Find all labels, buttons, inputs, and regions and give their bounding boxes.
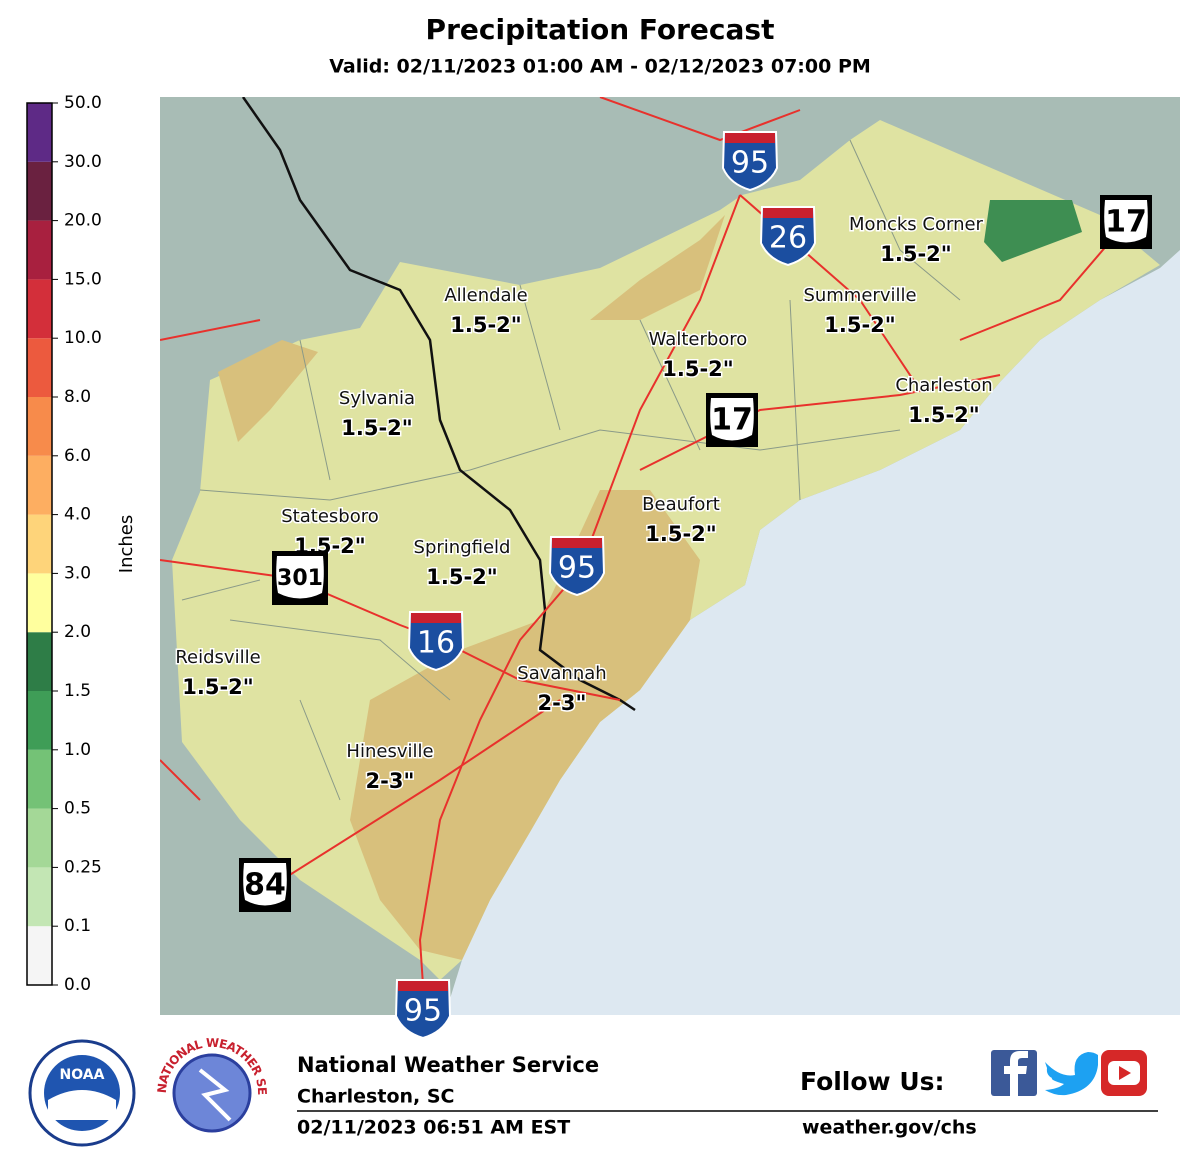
colorbar-segment	[27, 867, 52, 927]
place-amount: 2-3"	[366, 769, 415, 793]
map	[160, 97, 1180, 1015]
follow-us: Follow Us:	[800, 1067, 945, 1096]
colorbar-segment	[27, 749, 52, 809]
colorbar-tick-label: 1.0	[64, 740, 91, 760]
interstate-shield	[721, 131, 779, 192]
map-labels: Allendale 1.5-2" Moncks Corner 1.5-2" Summer…	[174, 213, 994, 795]
interstate-band	[763, 208, 813, 218]
twitter-icon[interactable]	[1045, 1052, 1098, 1096]
colorbar-segment	[27, 926, 52, 985]
interstate-shield	[394, 979, 452, 1040]
shield-number: 16	[417, 626, 455, 661]
colorbar-tick-label: 2.0	[64, 622, 91, 642]
interstate-shield	[759, 206, 817, 267]
noaa-text: NOAA	[60, 1067, 105, 1083]
shield-number: 84	[244, 868, 286, 903]
colorbar-tick-label: 0.1	[64, 916, 91, 936]
issued: 02/11/2023 06:51 AM EST	[297, 1117, 570, 1139]
place-name: Beaufort	[642, 494, 720, 515]
interstate-band	[411, 613, 461, 623]
place-amount: 1.5-2"	[182, 675, 253, 699]
shield-number: 17	[1105, 205, 1147, 240]
nws-bolt	[198, 1068, 232, 1122]
youtube-play	[1119, 1066, 1131, 1080]
colorbar-segment	[27, 397, 52, 456]
place-name: Reidsville	[175, 647, 260, 668]
place-name: Moncks Corner	[849, 214, 984, 235]
interstate-shield	[548, 536, 606, 597]
colorbar-tick-label: 10.0	[64, 328, 102, 348]
colorbar-segment	[27, 161, 52, 221]
colorbar-tick-label: 3.0	[64, 563, 91, 583]
colorbar-segment	[27, 455, 52, 515]
us-shield	[710, 398, 754, 441]
shield-number: 95	[404, 994, 442, 1029]
place-name: Statesboro	[281, 506, 378, 527]
colorbar-tick-label: 15.0	[64, 269, 102, 289]
location: Charleston, SC	[297, 1086, 455, 1108]
place-name: Springfield	[414, 537, 511, 558]
colorbar-segment	[27, 573, 52, 633]
colorbar-tick-label: 30.0	[64, 152, 102, 172]
colorbar: 0.0 0.1 0.25 0.5 1.0 1.5 2.0 3.0 4.0 6.0 8.0 10.0 15…	[26, 93, 102, 995]
facebook-glyph	[1004, 1051, 1028, 1096]
shield-number: 17	[711, 403, 753, 438]
interstate-band	[398, 981, 448, 991]
shield-number: 95	[731, 146, 769, 181]
place-amount: 1.5-2"	[450, 313, 521, 337]
colorbar-segment	[27, 808, 52, 868]
colorbar-frame	[26, 102, 53, 986]
place-amount: 1.5-2"	[824, 313, 895, 337]
place-amount: 1.5-2"	[662, 357, 733, 381]
colorbar-segment	[27, 691, 52, 750]
place-name: Summerville	[803, 285, 916, 306]
colorbar-tick-label: 0.5	[64, 799, 91, 819]
colorbar-label: Inches	[116, 515, 137, 573]
place-name: Hinesville	[346, 741, 433, 762]
place-amount: 1.5-2"	[645, 522, 716, 546]
place-name: Allendale	[444, 285, 527, 306]
highway-shields: 95 26 17 17 95 301 16 84 95	[239, 131, 1152, 1040]
colorbar-tick-label: 4.0	[64, 505, 91, 525]
colorbar-tick-label: 6.0	[64, 446, 91, 466]
place-amount: 1.5-2"	[341, 416, 412, 440]
title: Precipitation Forecast	[426, 13, 775, 46]
colorbar-tick-label: 0.25	[64, 857, 102, 877]
place-name: Savannah	[517, 663, 606, 684]
place-name: Walterboro	[649, 329, 748, 350]
us-shield	[1104, 200, 1148, 243]
colorbar-tick-label: 1.5	[64, 681, 91, 701]
office: National Weather Service	[297, 1053, 599, 1077]
colorbar-tick-label: 20.0	[64, 211, 102, 231]
colorbar-segment	[27, 103, 52, 162]
place-name: Sylvania	[339, 388, 415, 409]
place-amount: 1.5-2"	[880, 242, 951, 266]
place-amount: 2-3"	[538, 691, 587, 715]
colorbar-segment	[27, 220, 52, 280]
colorbar-segment	[27, 514, 52, 574]
colorbar-tick-label: 0.0	[64, 975, 91, 995]
place-amount: 1.5-2"	[426, 565, 497, 589]
us-shield	[243, 863, 287, 906]
url: weather.gov/chs	[802, 1117, 977, 1139]
interstate-band	[725, 133, 775, 143]
interstate-band	[552, 538, 602, 548]
interstate-shield	[407, 611, 465, 672]
subtitle: Valid: 02/11/2023 01:00 AM - 02/12/2023 …	[329, 56, 871, 78]
colorbar-segment	[27, 632, 52, 691]
colorbar-tick-label: 50.0	[64, 93, 102, 113]
colorbar-segment	[27, 338, 52, 397]
shield-number: 26	[769, 221, 807, 256]
us-shield	[276, 556, 324, 599]
colorbar-tick-label: 8.0	[64, 387, 91, 407]
place-amount: 1.5-2"	[908, 403, 979, 427]
noaa-wave	[48, 1090, 116, 1120]
colorbar-segment	[27, 279, 52, 339]
place-name: Charleston	[895, 375, 992, 396]
shield-number: 95	[558, 551, 596, 586]
shield-number: 301	[277, 566, 323, 591]
